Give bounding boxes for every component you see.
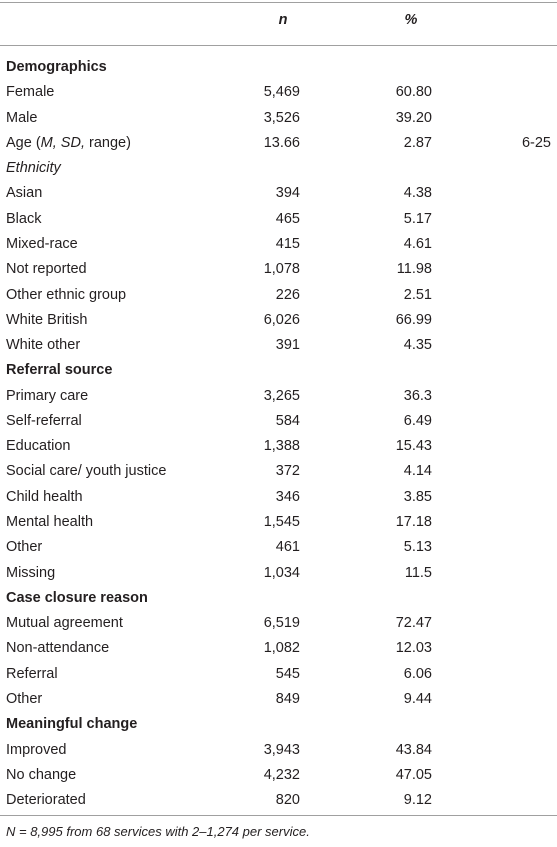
row-label: Mutual agreement bbox=[6, 615, 123, 632]
cell: 4.35 bbox=[403, 337, 432, 354]
cell: 584 bbox=[275, 412, 300, 429]
cell: 4.61 bbox=[403, 235, 432, 252]
row-label: Mixed-race bbox=[6, 235, 78, 252]
cell: 15.43 bbox=[395, 438, 432, 455]
cell: 43.84 bbox=[395, 741, 432, 758]
cell: 5.13 bbox=[403, 539, 432, 556]
cell: 394 bbox=[275, 185, 300, 202]
row-label: Primary care bbox=[6, 387, 89, 404]
subsection-title: Ethnicity bbox=[6, 160, 61, 177]
section-title: Demographics bbox=[6, 59, 107, 75]
header-rule bbox=[0, 45, 557, 46]
bottom-rule bbox=[0, 815, 557, 816]
row-label: Missing bbox=[6, 564, 56, 581]
footnote: N = 8,995 from 68 services with 2–1,274 … bbox=[6, 824, 310, 839]
cell: 36.3 bbox=[403, 387, 432, 404]
cell: 9.12 bbox=[403, 792, 432, 809]
cell: 1,388 bbox=[263, 438, 300, 455]
row-label: Not reported bbox=[6, 261, 87, 278]
cell: 9.44 bbox=[403, 691, 432, 707]
cell: 1,078 bbox=[263, 261, 300, 278]
cell: 6,026 bbox=[263, 311, 300, 328]
cell: 4.38 bbox=[403, 185, 432, 202]
cell: 1,545 bbox=[263, 514, 300, 531]
row-label: Self-referral bbox=[6, 412, 82, 429]
row-label: No change bbox=[6, 766, 77, 783]
section-title: Meaningful change bbox=[6, 716, 138, 733]
cell: 39.20 bbox=[395, 109, 432, 126]
section-title: Case closure reason bbox=[6, 589, 148, 606]
cell: 13.66 bbox=[263, 134, 300, 151]
cell: 17.18 bbox=[395, 514, 432, 531]
cell: 6.06 bbox=[403, 665, 432, 682]
cell: 72.47 bbox=[395, 615, 432, 632]
cell: 226 bbox=[275, 286, 300, 303]
cell: 391 bbox=[275, 337, 300, 354]
row-label: Asian bbox=[6, 185, 43, 202]
cell: 1,082 bbox=[263, 640, 300, 657]
section-title: Referral source bbox=[6, 362, 113, 379]
cell: 12.03 bbox=[395, 640, 432, 657]
cell: 2.87 bbox=[403, 134, 432, 151]
column-header: n bbox=[278, 12, 288, 28]
row-label: Education bbox=[6, 438, 71, 455]
cell: 11.5 bbox=[404, 564, 432, 581]
label-part: Age ( bbox=[6, 134, 41, 151]
cell: 849 bbox=[275, 691, 300, 707]
cell: 3.85 bbox=[403, 488, 432, 505]
label-part: range) bbox=[84, 134, 131, 151]
row-label: Female bbox=[6, 84, 55, 101]
row-label: Black bbox=[6, 210, 42, 227]
row-label: White British bbox=[6, 311, 88, 328]
row-label: White other bbox=[6, 337, 81, 354]
row-label: Child health bbox=[6, 488, 83, 505]
cell: 415 bbox=[275, 235, 300, 252]
cell: 346 bbox=[275, 488, 300, 505]
row-label: Improved bbox=[6, 741, 67, 758]
cell: 4.14 bbox=[403, 463, 432, 480]
cell: 4,232 bbox=[263, 766, 300, 783]
row-label: Age (M, SD, range) bbox=[6, 134, 131, 152]
cell: 461 bbox=[275, 539, 300, 556]
cell: 6,519 bbox=[263, 615, 300, 632]
cell: 545 bbox=[275, 665, 300, 682]
row-label: Social care/ youth justice bbox=[6, 463, 167, 480]
cell: 3,943 bbox=[263, 741, 300, 758]
label-part: M, SD, bbox=[40, 134, 85, 151]
cell: 6-25 bbox=[521, 134, 551, 151]
row-label: Other bbox=[6, 539, 43, 556]
cell: 1,034 bbox=[263, 564, 300, 581]
column-header: % bbox=[404, 12, 418, 28]
cell: 66.99 bbox=[395, 311, 432, 328]
row-label: Other ethnic group bbox=[6, 286, 127, 303]
cell: 11.98 bbox=[396, 261, 432, 278]
row-label: Other bbox=[6, 691, 43, 707]
cell: 5.17 bbox=[403, 210, 432, 227]
row-label: Mental health bbox=[6, 514, 94, 531]
cell: 60.80 bbox=[395, 84, 432, 101]
cell: 2.51 bbox=[403, 286, 432, 303]
cell: 372 bbox=[275, 463, 300, 480]
cell: 5,469 bbox=[263, 84, 300, 101]
cell: 3,265 bbox=[263, 387, 300, 404]
cell: 820 bbox=[275, 792, 300, 809]
row-label: Deteriorated bbox=[6, 792, 86, 809]
top-rule bbox=[0, 2, 557, 3]
cell: 465 bbox=[275, 210, 300, 227]
row-label: Referral bbox=[6, 665, 58, 682]
row-label: Male bbox=[6, 109, 38, 126]
cell: 47.05 bbox=[395, 766, 432, 783]
cell: 3,526 bbox=[263, 109, 300, 126]
row-label: Non-attendance bbox=[6, 640, 110, 657]
cell: 6.49 bbox=[403, 412, 432, 429]
